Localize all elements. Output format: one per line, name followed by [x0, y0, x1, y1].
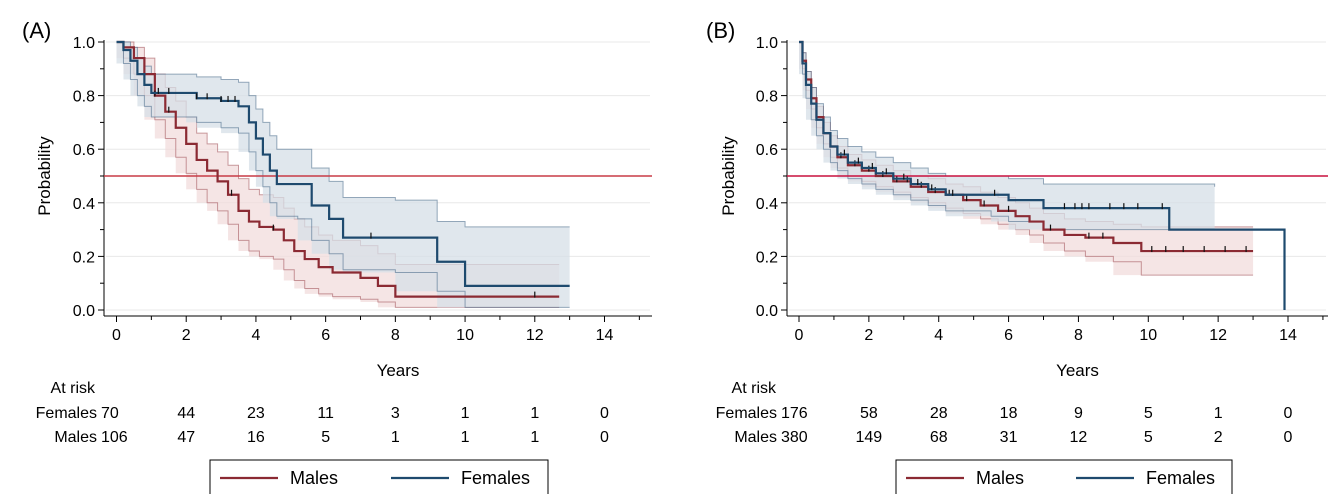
females-survival-curve: [799, 40, 1286, 310]
x-axis-label: Years: [1056, 361, 1099, 380]
at-risk-count-males: 47: [177, 429, 195, 446]
y-tick-label: 1.0: [73, 35, 95, 52]
y-tick-label: 0.0: [756, 303, 778, 320]
males-survival-curve: [799, 40, 1254, 253]
x-tick-label: 0: [112, 327, 121, 344]
at-risk-count-females: 1: [461, 405, 470, 422]
at-risk-count-males: 1: [530, 429, 539, 446]
plot-area: [787, 40, 1328, 310]
at-risk-count-females: 1: [1214, 405, 1223, 422]
x-tick-label: 10: [456, 327, 474, 344]
at-risk-count-females: 3: [391, 405, 400, 422]
females-ci-band: [799, 42, 1215, 230]
at-risk-count-females: 70: [101, 405, 119, 422]
y-tick-label: 0.2: [73, 249, 95, 266]
at-risk-count-males: 5: [1144, 429, 1153, 446]
x-tick-label: 14: [1279, 327, 1297, 344]
at-risk-count-males: 2: [1214, 429, 1223, 446]
x-tick-label: 14: [596, 327, 614, 344]
y-axis-label: Probability: [719, 136, 738, 216]
at-risk-row-name-females: Females: [36, 405, 97, 422]
at-risk-count-males: 106: [101, 429, 128, 446]
at-risk-row-name-males: Males: [734, 429, 777, 446]
legend: Males Females: [895, 459, 1233, 494]
at-risk-count-females: 23: [247, 405, 265, 422]
x-tick-label: 12: [1209, 327, 1227, 344]
x-tick-label: 8: [391, 327, 400, 344]
y-tick-label: 0.2: [756, 249, 778, 266]
at-risk-count-males: 149: [856, 429, 883, 446]
x-tick-label: 4: [251, 327, 260, 344]
x-tick-label: 12: [526, 327, 544, 344]
at-risk-count-females: 18: [1000, 405, 1018, 422]
x-tick-label: 6: [1004, 327, 1013, 344]
at-risk-row-name-males: Males: [54, 429, 97, 446]
at-risk-count-males: 380: [781, 429, 808, 446]
at-risk-count-females: 5: [1144, 405, 1153, 422]
legend-label-females: Females: [461, 468, 530, 488]
y-tick-label: 0.6: [756, 142, 778, 159]
at-risk-count-females: 0: [1284, 405, 1293, 422]
panel-label: (B): [706, 18, 735, 43]
x-tick-label: 10: [1139, 327, 1157, 344]
at-risk-count-males: 0: [1284, 429, 1293, 446]
females-ci-lower: [799, 41, 1215, 231]
at-risk-count-males: 16: [247, 429, 265, 446]
at-risk-count-males: 12: [1070, 429, 1088, 446]
at-risk-count-males: 5: [321, 429, 330, 446]
panel-a: (A)0.00.20.40.60.81.00 2 4 6 8 10 12 14YearsPro…: [22, 18, 652, 494]
x-tick-label: 0: [795, 327, 804, 344]
legend-label-males: Males: [976, 468, 1024, 488]
females-ci-lower: [116, 41, 570, 308]
x-axis-label: Years: [377, 361, 420, 380]
females-survival-curve: [116, 40, 570, 287]
x-tick-label: 8: [1074, 327, 1083, 344]
at-risk-count-males: 0: [600, 429, 609, 446]
y-axis-label: Probability: [35, 136, 54, 216]
x-tick-label: 2: [182, 327, 191, 344]
y-tick-label: 0.6: [73, 142, 95, 159]
y-tick-label: 0.8: [73, 89, 95, 106]
y-tick-label: 0.4: [73, 196, 95, 213]
plot-area: [104, 40, 652, 308]
at-risk-count-females: 11: [317, 405, 334, 422]
y-tick-label: 0.0: [73, 303, 95, 320]
at-risk-count-females: 1: [530, 405, 539, 422]
at-risk-count-males: 1: [391, 429, 400, 446]
at-risk-count-females: 58: [860, 405, 878, 422]
at-risk-row-name-females: Females: [716, 405, 777, 422]
at-risk-count-males: 68: [930, 429, 948, 446]
at-risk-count-females: 28: [930, 405, 948, 422]
y-tick-label: 0.4: [756, 196, 778, 213]
at-risk-count-females: 0: [600, 405, 609, 422]
legend-label-males: Males: [290, 468, 338, 488]
at-risk-count-males: 31: [1000, 429, 1018, 446]
panel-b: (B)0.00.20.40.60.81.00 2 4 6 8 10 12 14YearsPro…: [706, 18, 1328, 494]
at-risk-count-females: 176: [781, 405, 808, 422]
at-risk-count-females: 44: [177, 405, 195, 422]
legend: Males Females: [209, 459, 549, 494]
at-risk-label: At risk: [51, 380, 96, 397]
at-risk-count-females: 9: [1074, 405, 1083, 422]
y-tick-label: 1.0: [756, 35, 778, 52]
x-tick-label: 6: [321, 327, 330, 344]
females-ci-band: [116, 42, 570, 308]
at-risk-label: At risk: [732, 380, 777, 397]
panel-label: (A): [22, 18, 51, 43]
x-tick-label: 4: [934, 327, 943, 344]
x-tick-label: 2: [864, 327, 873, 344]
at-risk-count-males: 1: [461, 429, 470, 446]
y-tick-label: 0.8: [756, 89, 778, 106]
legend-label-females: Females: [1146, 468, 1215, 488]
